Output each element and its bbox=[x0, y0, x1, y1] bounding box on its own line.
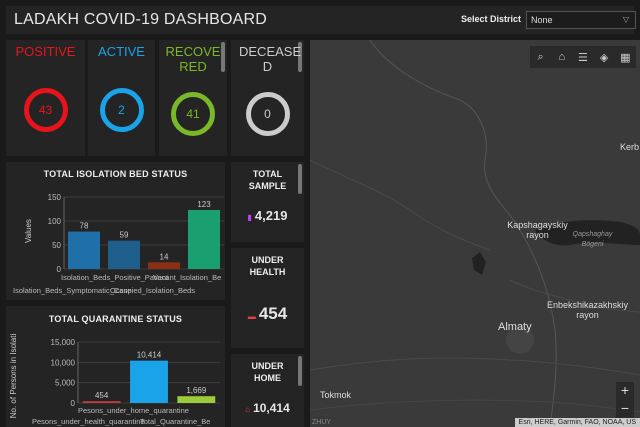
isolation-bar-value-label: 59 bbox=[120, 231, 129, 240]
deceased-scrollbar[interactable] bbox=[298, 42, 302, 72]
zoom-out-button[interactable]: − bbox=[616, 400, 634, 418]
recovered-label: RECOVE RED bbox=[165, 44, 221, 74]
map-label-almaty: Almaty bbox=[498, 321, 532, 333]
map-background bbox=[310, 40, 640, 427]
quarantine-y-tick: 15,000 bbox=[51, 338, 76, 347]
isolation-y-tick: 150 bbox=[48, 193, 62, 202]
quarantine-chart-title: TOTAL QUARANTINE STATUS bbox=[48, 314, 183, 324]
active-value: 2 bbox=[118, 103, 125, 117]
under-home-value-row: ⌂ 10,414 bbox=[231, 401, 304, 415]
map-label-zhuy: ZHUY bbox=[312, 419, 332, 426]
total-sample-card: TOTAL SAMPLE ▮ 4,219 bbox=[231, 162, 304, 242]
search-icon[interactable]: ⌕ bbox=[537, 50, 544, 63]
quarantine-chart-panel: TOTAL QUARANTINE STATUS No. of Persons i… bbox=[6, 306, 225, 427]
active-card: ACTIVE 2 bbox=[88, 40, 155, 156]
flask-icon: ▮ bbox=[247, 213, 252, 222]
zoom-in-button[interactable]: + bbox=[616, 382, 634, 400]
recovered-ring: 41 bbox=[171, 92, 215, 136]
select-district-label: Select District bbox=[461, 14, 522, 24]
recovered-value: 41 bbox=[186, 107, 200, 121]
map-label-tokmok: Tokmok bbox=[320, 390, 352, 400]
isolation-bar-chart: Values Isolation_Beds_Positive_Patient V… bbox=[13, 193, 224, 295]
list-icon[interactable]: ☰ bbox=[578, 51, 588, 64]
quarantine-bar-chart: No. of Persons in Isolati Pesons_under_h… bbox=[9, 334, 220, 426]
isolation-y-tick: 50 bbox=[52, 241, 61, 250]
isolation-y-tick: 100 bbox=[48, 217, 62, 226]
under-health-title: UNDER HEALTH bbox=[249, 255, 286, 277]
map-label-kerb: Kerb bbox=[620, 142, 640, 152]
under-home-value: 10,414 bbox=[253, 401, 290, 415]
positive-label: POSITIVE bbox=[15, 44, 76, 59]
under-health-card: UNDER HEALTH ▬ 454 bbox=[231, 248, 304, 348]
deceased-card: DECEASE D 0 bbox=[231, 40, 304, 156]
under-home-scrollbar[interactable] bbox=[298, 356, 302, 386]
under-health-value-row: ▬ 454 bbox=[231, 304, 304, 324]
quarantine-x-label-2: Pesons_under_health_quarantine bbox=[32, 417, 145, 426]
active-ring: 2 bbox=[99, 88, 144, 132]
isolation-bar-value-label: 78 bbox=[80, 222, 89, 231]
isolation-bar bbox=[108, 240, 140, 269]
isolation-x-label-1: Isolation_Beds_Positive_Patient bbox=[61, 273, 169, 282]
total-sample-value: 4,219 bbox=[254, 208, 288, 223]
map-view[interactable]: ⌕ ⌂ ☰ ◈ ▦ Kerb Kapshagayskiy rayon Qapsh… bbox=[310, 40, 640, 427]
isolation-bar bbox=[68, 231, 100, 269]
quarantine-bar-value-label: 1,669 bbox=[186, 386, 207, 395]
active-label: ACTIVE bbox=[98, 44, 145, 59]
recovered-scrollbar[interactable] bbox=[221, 42, 225, 72]
basemap-gallery-icon[interactable]: ▦ bbox=[620, 51, 631, 64]
quarantine-bar bbox=[130, 360, 168, 403]
quarantine-y-axis-label: No. of Persons in Isolati bbox=[9, 334, 18, 419]
total-sample-value-row: ▮ 4,219 bbox=[231, 208, 304, 223]
under-health-value: 454 bbox=[258, 304, 288, 323]
quarantine-x-label-3: Total_Quarantine_Be bbox=[140, 417, 210, 426]
quarantine-bar-value-label: 10,414 bbox=[137, 351, 162, 360]
map-label-kapshagayskiy: Kapshagayskiy rayon bbox=[507, 220, 568, 240]
isolation-chart-panel: TOTAL ISOLATION BED STATUS Values Isolat… bbox=[6, 162, 225, 300]
dashboard-title: LADAKH COVID-19 DASHBOARD bbox=[14, 11, 268, 28]
recovered-card: RECOVE RED 41 bbox=[159, 40, 227, 156]
deceased-ring: 0 bbox=[245, 92, 290, 136]
isolation-y-tick: 0 bbox=[57, 265, 62, 274]
isolation-bar-value-label: 123 bbox=[197, 200, 211, 209]
under-home-card: UNDER HOME ⌂ 10,414 bbox=[231, 354, 304, 427]
layers-icon[interactable]: ◈ bbox=[599, 51, 609, 64]
dashboard-header: LADAKH COVID-19 DASHBOARD Select Distric… bbox=[6, 6, 636, 34]
home-icon[interactable]: ⌂ bbox=[558, 51, 566, 63]
under-home-title: UNDER HOME bbox=[251, 361, 284, 383]
district-select[interactable]: None ▽ bbox=[526, 11, 636, 29]
chevron-down-icon: ▽ bbox=[622, 15, 629, 24]
isolation-bar bbox=[148, 262, 180, 269]
isolation-x-label-3: Isolation_Beds_Symptomatic_Case bbox=[13, 286, 131, 295]
positive-card: POSITIVE 43 bbox=[6, 40, 85, 156]
isolation-y-axis-label: Values bbox=[24, 219, 33, 243]
quarantine-y-tick: 10,000 bbox=[51, 358, 76, 367]
quarantine-bar bbox=[82, 401, 121, 403]
map-label-qapshaghay: Qapshaghay Bögeni bbox=[572, 231, 613, 248]
quarantine-y-tick: 0 bbox=[71, 399, 76, 408]
quarantine-bar bbox=[177, 396, 216, 403]
bed-icon: ▬ bbox=[247, 312, 256, 321]
deceased-value: 0 bbox=[264, 107, 271, 121]
positive-ring: 43 bbox=[23, 88, 68, 132]
quarantine-bar-value-label: 454 bbox=[95, 391, 109, 400]
map-attribution: Esri, HERE, Garmin, FAO, NOAA, US bbox=[514, 418, 640, 427]
quarantine-y-tick: 5,000 bbox=[55, 379, 76, 388]
isolation-chart-title: TOTAL ISOLATION BED STATUS bbox=[43, 169, 188, 179]
map-toolbar: ⌕ ⌂ ☰ ◈ ▦ bbox=[530, 46, 636, 68]
total-sample-title: TOTAL SAMPLE bbox=[248, 169, 287, 191]
isolation-bar bbox=[188, 209, 220, 269]
isolation-bar-value-label: 14 bbox=[160, 252, 169, 261]
total-sample-scrollbar[interactable] bbox=[298, 164, 302, 194]
quarantine-x-label-1: Pesons_under_home_quarantine bbox=[78, 406, 189, 415]
district-select-value: None bbox=[531, 15, 553, 25]
home-icon: ⌂ bbox=[245, 405, 251, 414]
deceased-label: DECEASE D bbox=[239, 44, 302, 74]
positive-value: 43 bbox=[38, 103, 53, 117]
isolation-x-label-2: Vacant_Isolation_Be bbox=[153, 273, 221, 282]
map-label-enbekshikazakhskiy: Enbekshikazakhskiy rayon bbox=[546, 300, 629, 320]
isolation-x-label-4: Occupied_Isolation_Beds bbox=[110, 286, 195, 295]
